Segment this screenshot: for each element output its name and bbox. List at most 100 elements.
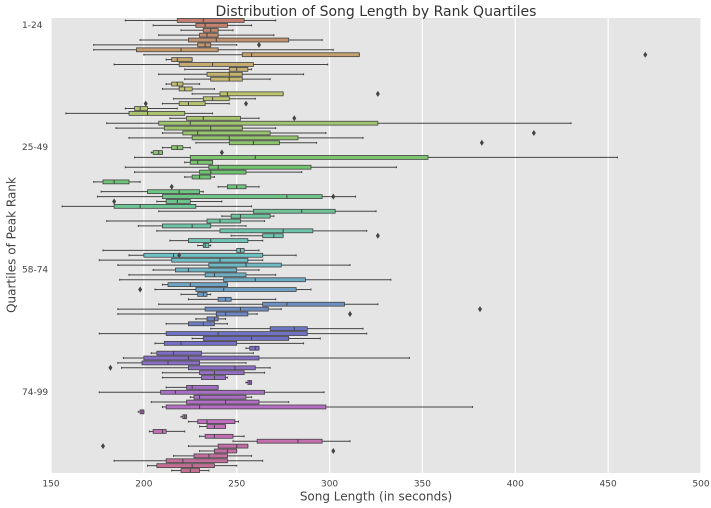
box (178, 62, 254, 67)
box (219, 228, 314, 234)
box (152, 150, 163, 155)
box (178, 101, 206, 106)
box (171, 257, 249, 263)
box (195, 287, 297, 292)
box (214, 448, 238, 454)
grid: 150 200 250 300 350 400 450 500 1-24 25-49 58-74 74… (22, 18, 710, 490)
box (113, 204, 197, 209)
x-tick-label: 400 (507, 480, 524, 490)
y-tick-label: 58-74 (22, 265, 48, 275)
box (219, 91, 284, 97)
box (182, 130, 271, 136)
box (165, 458, 228, 464)
outlier (375, 90, 380, 97)
box (256, 438, 323, 444)
outlier (375, 232, 380, 239)
y-tick-label: 74-99 (22, 388, 48, 398)
box (134, 106, 148, 111)
box (197, 42, 212, 48)
box (141, 360, 200, 366)
box (162, 223, 212, 229)
box (175, 267, 238, 273)
box (193, 394, 247, 400)
box (189, 159, 213, 165)
outlier (219, 149, 224, 156)
box (188, 238, 249, 243)
box (136, 47, 219, 53)
box (202, 96, 230, 102)
box (178, 86, 193, 92)
y-axis-label: Quartiles of Peak Rank (5, 177, 19, 313)
box (165, 199, 191, 204)
box (128, 111, 186, 116)
box (202, 336, 290, 341)
outlier (112, 198, 117, 205)
box (160, 389, 265, 395)
outlier (478, 306, 482, 313)
box (176, 18, 245, 23)
box (269, 326, 308, 332)
box (204, 433, 234, 439)
box (206, 316, 219, 322)
outlier (257, 41, 261, 48)
box (167, 282, 228, 287)
box (162, 194, 323, 199)
y-tick-label: 25-49 (22, 143, 48, 153)
box (189, 155, 429, 160)
outlier (108, 364, 113, 371)
outlier (143, 100, 148, 107)
box (165, 331, 308, 336)
box (165, 404, 327, 410)
box (188, 321, 215, 327)
box (163, 340, 238, 346)
box (217, 296, 232, 302)
plot-background (51, 18, 701, 473)
x-tick-label: 500 (692, 480, 709, 490)
box (152, 429, 167, 434)
box (191, 135, 299, 141)
boxes (61, 18, 648, 473)
box (163, 125, 243, 131)
outlier (331, 447, 336, 454)
x-tick-label: 450 (600, 480, 617, 490)
outlier (292, 115, 297, 122)
box (215, 311, 249, 317)
box (156, 463, 215, 469)
box (199, 32, 219, 38)
box (199, 370, 245, 376)
outlier (101, 443, 105, 450)
box (197, 419, 236, 424)
x-tick-label: 300 (321, 480, 338, 490)
box (195, 22, 228, 28)
box (262, 301, 345, 307)
box (143, 252, 264, 258)
box (249, 345, 260, 351)
box (191, 174, 212, 180)
outlier (643, 51, 648, 58)
box (186, 399, 260, 405)
box (171, 57, 193, 62)
box (253, 208, 336, 214)
box (147, 189, 200, 195)
outlier (244, 100, 248, 107)
x-tick-label: 250 (228, 480, 245, 490)
box (210, 76, 243, 82)
box (204, 272, 247, 278)
box (186, 385, 219, 390)
box (204, 306, 269, 312)
box (143, 355, 260, 361)
box (188, 365, 256, 371)
x-axis-label: Song Length (in seconds) (300, 490, 452, 504)
box (206, 424, 226, 429)
x-tick-label: 150 (42, 480, 59, 490)
outlier (331, 193, 336, 200)
outlier (169, 183, 174, 190)
box (102, 179, 130, 185)
box (262, 233, 284, 239)
box (230, 213, 271, 219)
box (199, 169, 247, 175)
x-tick-label: 200 (135, 480, 152, 490)
box (197, 292, 208, 297)
y-tick-label: 1-24 (22, 21, 43, 31)
